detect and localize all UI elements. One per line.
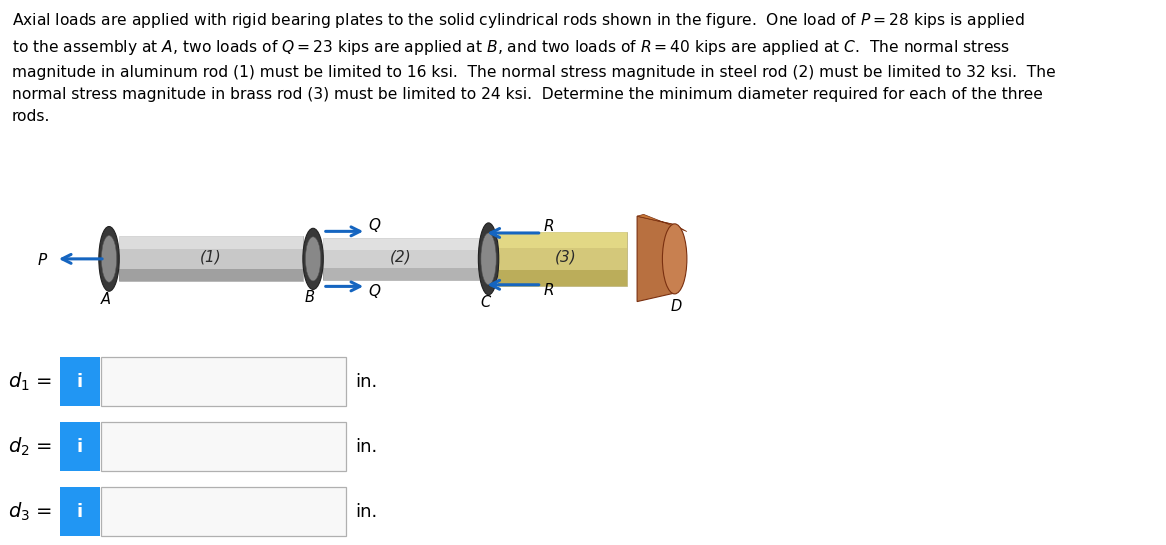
Ellipse shape — [303, 228, 323, 289]
FancyBboxPatch shape — [101, 487, 346, 536]
Text: Axial loads are applied with rigid bearing plates to the solid cylindrical rods : Axial loads are applied with rigid beari… — [12, 11, 1055, 124]
Text: P: P — [37, 253, 47, 268]
Ellipse shape — [99, 227, 119, 291]
FancyBboxPatch shape — [59, 487, 100, 536]
Text: B: B — [304, 290, 315, 305]
Polygon shape — [498, 232, 627, 286]
FancyBboxPatch shape — [59, 422, 100, 471]
Text: Q: Q — [368, 284, 380, 299]
Text: in.: in. — [354, 438, 378, 456]
Polygon shape — [498, 232, 627, 248]
Text: $d_1$ =: $d_1$ = — [8, 371, 52, 393]
Ellipse shape — [478, 223, 499, 295]
FancyBboxPatch shape — [59, 357, 100, 407]
Text: $d_2$ =: $d_2$ = — [8, 435, 52, 458]
Text: in.: in. — [354, 373, 378, 391]
Text: R: R — [545, 283, 555, 298]
Ellipse shape — [305, 237, 321, 281]
Text: A: A — [100, 292, 111, 307]
Text: i: i — [77, 438, 83, 456]
Polygon shape — [323, 268, 479, 280]
Polygon shape — [323, 238, 479, 250]
Text: R: R — [545, 219, 555, 234]
Text: $d_3$ =: $d_3$ = — [8, 500, 52, 523]
Text: D: D — [670, 300, 682, 314]
Ellipse shape — [101, 235, 117, 282]
Text: C: C — [480, 295, 491, 311]
Text: (1): (1) — [201, 249, 222, 264]
Polygon shape — [119, 237, 303, 249]
Text: i: i — [77, 502, 83, 520]
Polygon shape — [323, 238, 479, 280]
Polygon shape — [119, 237, 303, 281]
Text: (2): (2) — [389, 249, 412, 264]
Text: i: i — [77, 373, 83, 391]
Text: Q: Q — [368, 217, 380, 233]
Polygon shape — [119, 269, 303, 281]
Text: (3): (3) — [555, 249, 577, 264]
FancyBboxPatch shape — [101, 422, 346, 471]
Text: in.: in. — [354, 502, 378, 520]
Ellipse shape — [662, 224, 687, 294]
Ellipse shape — [480, 233, 497, 285]
FancyBboxPatch shape — [101, 357, 346, 407]
Polygon shape — [498, 270, 627, 286]
Polygon shape — [637, 214, 687, 232]
Polygon shape — [637, 216, 675, 301]
